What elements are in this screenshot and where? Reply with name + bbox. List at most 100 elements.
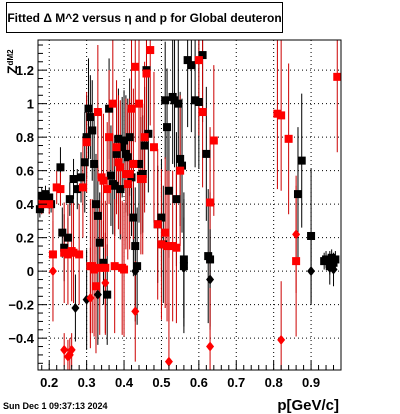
square-marker	[114, 158, 123, 167]
square-marker	[174, 99, 183, 108]
y-tick-label: 0	[27, 264, 34, 279]
square-marker	[157, 213, 166, 222]
y-tick-label: −0.2	[8, 298, 34, 313]
grid-lines	[38, 40, 341, 370]
square-marker	[135, 159, 143, 168]
square-marker	[56, 163, 65, 172]
square-marker	[105, 133, 114, 142]
square-marker	[56, 185, 65, 194]
diamond-marker	[277, 334, 286, 345]
square-marker	[331, 255, 340, 264]
diamond-marker	[48, 266, 57, 277]
square-marker	[120, 136, 129, 145]
square-marker	[194, 97, 203, 106]
square-marker	[90, 265, 99, 274]
square-marker	[106, 171, 115, 180]
square-marker	[127, 104, 136, 113]
square-marker	[187, 61, 196, 70]
square-marker	[297, 156, 306, 165]
square-marker	[90, 159, 99, 168]
square-marker	[95, 263, 104, 272]
square-marker	[95, 238, 104, 247]
diamond-marker	[60, 344, 69, 355]
square-marker	[63, 233, 72, 242]
square-marker	[116, 185, 125, 194]
diamond-marker	[131, 266, 140, 277]
square-marker	[93, 108, 102, 117]
square-marker	[125, 170, 134, 179]
square-marker	[77, 173, 86, 182]
x-tick-label: 0.8	[265, 375, 283, 390]
square-marker	[105, 104, 114, 113]
square-marker	[45, 200, 54, 209]
x-tick-label: 0.9	[302, 375, 320, 390]
square-marker	[176, 166, 185, 175]
x-tick-label: 0.7	[227, 375, 245, 390]
error-bars	[39, 40, 338, 370]
square-marker	[123, 153, 132, 162]
x-tick-label: 0.4	[115, 375, 134, 390]
square-marker	[114, 134, 123, 143]
x-tick-label: 0.2	[40, 375, 58, 390]
axes-frame	[37, 39, 342, 371]
square-marker	[202, 149, 211, 158]
square-marker	[82, 138, 91, 147]
square-marker	[161, 96, 170, 105]
square-marker	[135, 99, 143, 108]
diamond-marker	[206, 274, 215, 285]
y-tick-label: −0.4	[8, 331, 34, 346]
y-axis-label: ZdM2	[4, 49, 20, 74]
square-marker	[179, 255, 188, 264]
square-marker	[163, 123, 172, 132]
y-tick-label: 0.8	[16, 130, 34, 145]
square-marker	[153, 220, 162, 229]
chart-title: Fitted Δ M^2 versus η and p for Global d…	[7, 11, 282, 25]
square-marker	[103, 185, 112, 194]
square-marker	[157, 240, 166, 249]
square-marker	[333, 72, 342, 81]
x-tick-label: 0.6	[190, 375, 208, 390]
square-marker	[48, 250, 57, 259]
square-marker	[73, 185, 82, 194]
square-marker	[123, 180, 132, 189]
diamond-marker	[101, 277, 110, 288]
square-marker	[172, 195, 181, 204]
square-marker	[120, 265, 129, 274]
diamond-marker	[307, 266, 316, 277]
square-marker	[75, 250, 84, 259]
square-marker	[99, 176, 108, 185]
square-marker	[91, 200, 100, 209]
y-axis-label-subscript: dM2	[6, 49, 15, 66]
square-marker	[129, 159, 138, 168]
diamond-marker	[86, 292, 95, 303]
square-marker	[209, 136, 218, 145]
square-marker	[99, 258, 108, 267]
diamond-marker	[131, 306, 140, 317]
square-marker	[178, 161, 187, 170]
y-tick-label: 1	[27, 97, 34, 112]
x-tick-labels: 0.2 0.3 0.4 0.5 0.6 0.7 0.8 0.9	[40, 375, 320, 390]
square-marker	[292, 257, 301, 266]
y-tick-label: 1.2	[16, 63, 34, 78]
square-marker	[88, 126, 97, 135]
square-marker	[116, 163, 125, 172]
square-marker	[172, 243, 181, 252]
square-marker	[84, 104, 93, 113]
diamond-marker	[329, 264, 338, 275]
square-marker	[86, 113, 95, 122]
square-marker	[60, 243, 69, 252]
square-marker	[277, 111, 286, 120]
square-marker	[101, 263, 110, 272]
square-marker	[140, 133, 149, 142]
square-marker	[82, 133, 91, 142]
diamond-marker	[71, 303, 80, 314]
square-marker	[112, 143, 121, 152]
diamond-marker	[206, 341, 215, 352]
x-tick-label: 0.5	[152, 375, 170, 390]
square-marker	[161, 228, 170, 237]
square-marker	[108, 99, 117, 108]
square-marker	[58, 228, 67, 237]
square-marker	[131, 242, 140, 251]
square-marker	[198, 51, 207, 60]
square-marker	[206, 255, 215, 264]
